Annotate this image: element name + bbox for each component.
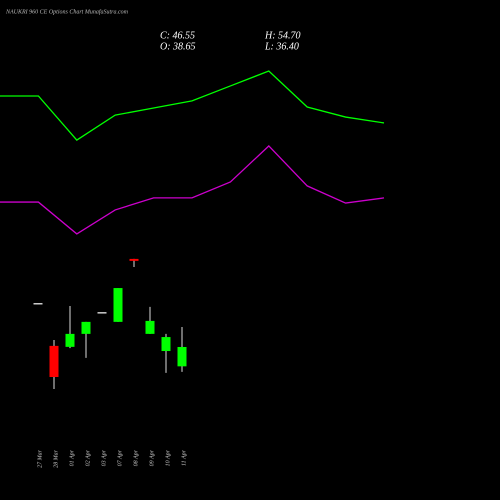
candle-body <box>113 288 123 322</box>
x-tick-label: 10 Apr <box>165 449 171 466</box>
x-tick-label: 03 Apr <box>101 449 107 466</box>
x-tick-label: 01 Apr <box>69 449 75 466</box>
x-tick-label: 08 Apr <box>133 449 139 466</box>
candle-body <box>49 345 59 377</box>
x-tick-label: 09 Apr <box>149 449 155 466</box>
candle-body <box>81 321 91 334</box>
x-tick-label: 07 Apr <box>117 449 123 466</box>
x-tick-label: 27 Mar <box>37 449 43 467</box>
candle-body <box>97 312 107 314</box>
low-label: L: 36.40 <box>264 41 299 52</box>
close-label: C: 46.55 <box>160 30 195 41</box>
high-label: H: 54.70 <box>264 30 301 41</box>
candle-body <box>177 346 187 367</box>
indicator-line <box>0 145 385 235</box>
candle-body <box>33 303 43 305</box>
x-tick-label: 28 Mar <box>53 449 59 467</box>
candle-body <box>145 320 155 334</box>
candle-body <box>129 258 139 261</box>
x-tick-label: 02 Apr <box>85 449 91 466</box>
candle-body <box>161 337 171 352</box>
open-label: O: 38.65 <box>160 41 196 52</box>
chart-title: NAUKRI 960 CE Options Chart MunafaSutra.… <box>5 8 129 15</box>
x-tick-label: 11 Apr <box>181 449 187 466</box>
candle-body <box>65 333 75 347</box>
indicator-line <box>0 70 385 141</box>
